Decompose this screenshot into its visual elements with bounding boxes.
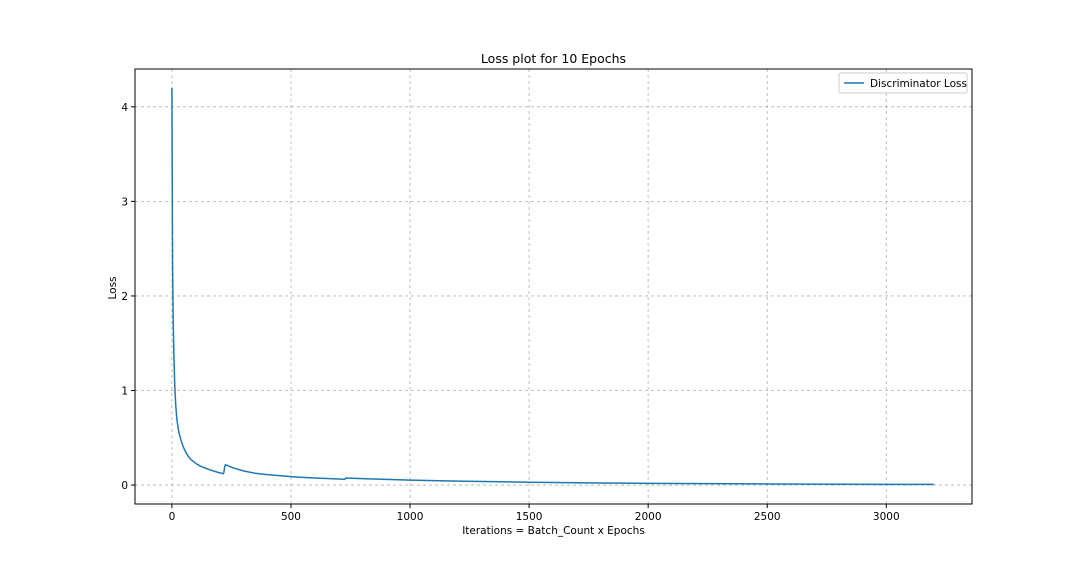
chart-title: Loss plot for 10 Epochs [481,51,626,66]
x-tick-label: 1000 [397,511,424,523]
legend: Discriminator Loss [838,72,968,94]
series-line-discriminator-loss [171,87,934,486]
y-tick-label: 2 [121,291,128,303]
x-axis-ticks: 0 500 1000 1500 2000 2500 3000 [169,504,900,523]
plot-area-background [135,69,972,504]
legend-box [838,72,968,94]
y-axis-label: Loss [107,276,119,299]
y-tick-label: 1 [121,386,128,398]
series-layer [171,87,934,486]
x-tick-label: 2500 [754,511,781,523]
legend-label-discriminator-loss: Discriminator Loss [870,78,967,90]
x-tick-label: 2000 [635,511,662,523]
x-tick-label: 1500 [516,511,543,523]
x-tick-label: 500 [281,511,301,523]
y-tick-label: 3 [121,196,128,208]
x-tick-label: 0 [169,511,176,523]
y-tick-label: 0 [121,480,128,492]
x-axis-label: Iterations = Batch_Count x Epochs [462,525,645,537]
y-tick-label: 4 [121,102,128,114]
x-tick-label: 3000 [873,511,900,523]
grid-lines [135,69,972,504]
plot-area-frame [134,68,973,505]
y-axis-ticks: 0 1 2 3 4 [121,102,135,492]
